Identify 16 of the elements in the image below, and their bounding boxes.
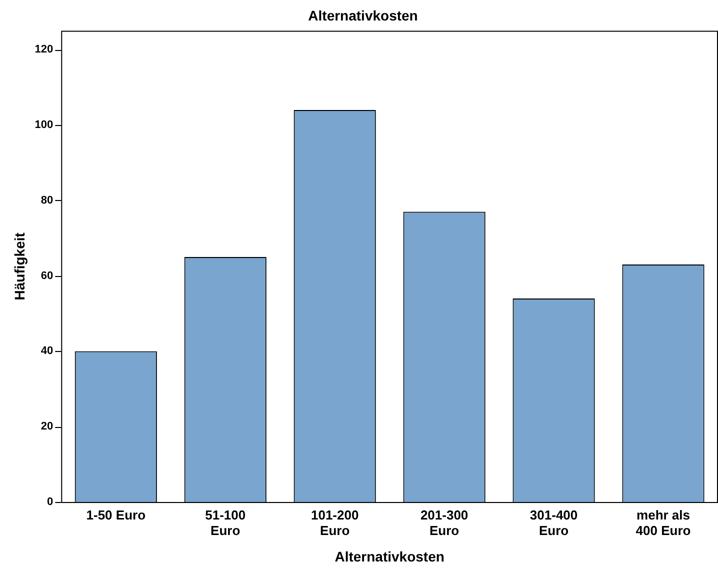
y-tick-label: 20 <box>40 420 54 433</box>
y-tick-label: 120 <box>34 44 54 56</box>
y-tick-label: 80 <box>40 194 54 206</box>
x-tick-label: 301-400 Euro <box>530 507 578 538</box>
y-tick-label: 40 <box>40 345 54 358</box>
y-tick-label: 100 <box>34 119 54 132</box>
x-tick-label: 51-100 Euro <box>205 507 246 538</box>
x-tick-label: 201-300 Euro <box>420 507 468 538</box>
chart-title: Alternativkosten <box>308 7 418 24</box>
x-tick-label: mehr als 400 Euro <box>636 507 691 538</box>
y-tick-label: 60 <box>40 270 54 282</box>
x-tick-label: 1-50 Euro <box>86 507 146 522</box>
y-tick-label: 0 <box>47 496 54 508</box>
x-axis-title: Alternativkosten <box>334 548 444 564</box>
y-axis-title: Häufigkeit <box>11 232 28 300</box>
x-tick-label: 101-200 Euro <box>310 507 359 538</box>
